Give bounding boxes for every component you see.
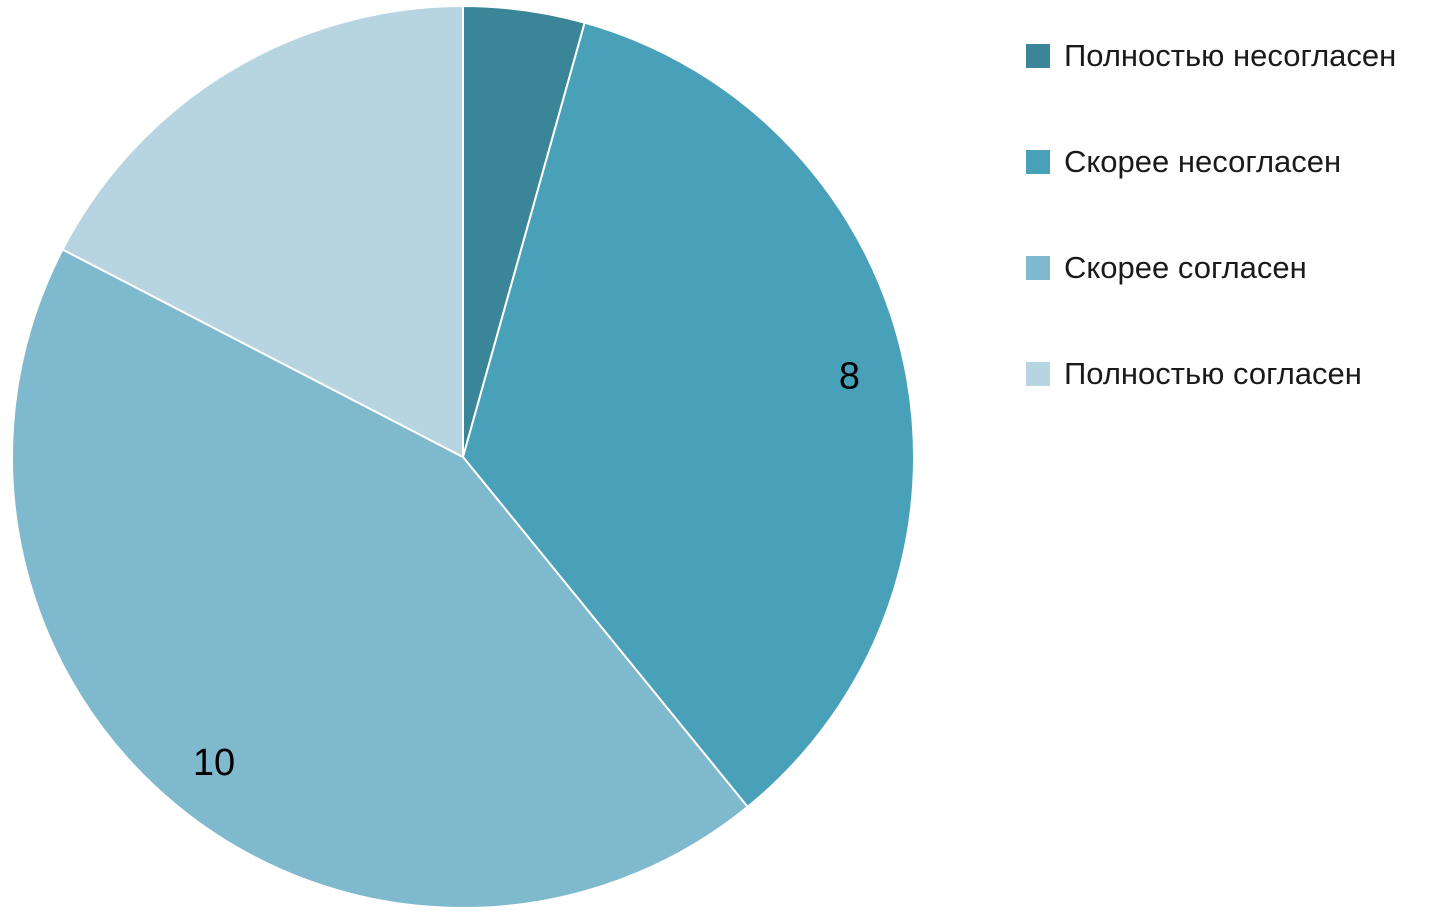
- pie-data-labels: 8 10: [193, 356, 860, 784]
- pie-slice-3: [11, 248, 749, 909]
- legend-label-1: Полностью несогласен: [1064, 38, 1397, 73]
- legend-item-3: Скорее согласен: [1026, 248, 1396, 288]
- legend-label-3: Скорее согласен: [1064, 250, 1307, 285]
- legend-item-4: Полностью согласен: [1026, 354, 1396, 394]
- legend-swatch-2: [1026, 150, 1050, 174]
- data-label-2: 8: [839, 356, 860, 398]
- pie-slices: [11, 5, 915, 909]
- legend-label-2: Скорее несогласен: [1064, 144, 1342, 179]
- pie-slice-2: [462, 21, 915, 808]
- legend-swatch-3: [1026, 256, 1050, 280]
- legend-swatch-4: [1026, 362, 1050, 386]
- data-label-3: 10: [193, 742, 235, 784]
- legend-item-2: Скорее несогласен: [1026, 142, 1396, 182]
- legend-swatch-1: [1026, 44, 1050, 68]
- legend-label-4: Полностью согласен: [1064, 356, 1362, 391]
- chart-legend: Полностью несогласен Скорее несогласен Ско…: [1026, 36, 1396, 460]
- legend-item-1: Полностью несогласен: [1026, 36, 1396, 76]
- pie-slice-4: [61, 5, 464, 458]
